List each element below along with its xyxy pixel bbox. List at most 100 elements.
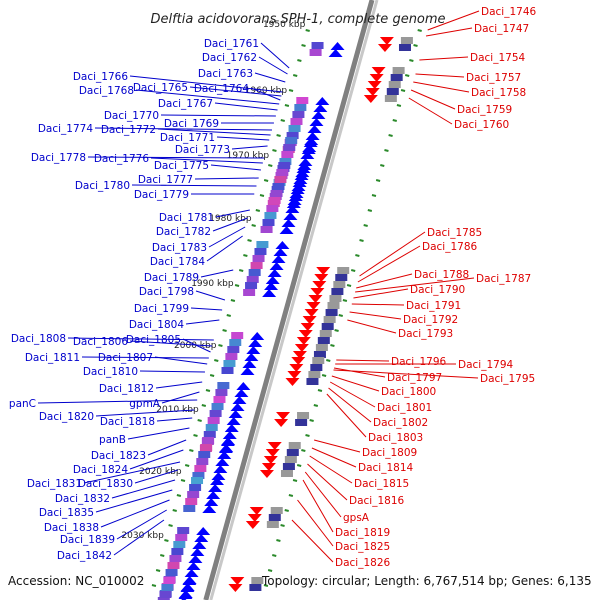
gene-label[interactable]: Daci_1766 [73,71,129,83]
gene-label[interactable]: Daci_1770 [104,110,159,122]
tick-mark [309,419,314,422]
gene-label[interactable]: Daci_1825 [335,541,390,553]
tick-mark [164,539,169,542]
gene-label[interactable]: Daci_1839 [60,534,115,546]
gene-label[interactable]: Daci_1762 [202,52,257,64]
gene-label[interactable]: Daci_1797 [387,372,442,384]
gene-label[interactable]: Daci_1815 [354,478,409,490]
gene-label[interactable]: Daci_1759 [457,104,512,116]
gene-label[interactable]: gpsA [343,512,370,524]
gene-label[interactable]: Daci_1757 [466,72,521,84]
gene-label[interactable]: Daci_1771 [160,132,215,144]
gene-label[interactable]: panB [99,434,126,446]
gene-label[interactable]: Daci_1792 [403,314,458,326]
gene-label[interactable]: Daci_1780 [75,180,130,192]
gene-label[interactable]: Daci_1776 [94,153,150,165]
gene-label[interactable]: Daci_1789 [144,272,199,284]
gene-label[interactable]: Daci_1791 [406,300,461,312]
gene-label[interactable]: Daci_1760 [454,119,509,131]
forward-gene-arrow [211,472,226,480]
gene-label[interactable]: Daci_1820 [39,411,94,423]
gene-label[interactable]: Daci_1816 [349,495,405,507]
forward-gene-block [266,205,279,212]
tick-mark [238,269,244,272]
gene-label[interactable]: Daci_1832 [55,493,110,505]
gene-label[interactable]: Daci_1746 [481,6,537,18]
gene-label[interactable]: Daci_1781 [159,212,214,224]
gene-label[interactable]: Daci_1802 [373,417,428,429]
gene-label[interactable]: Daci_1785 [427,227,482,239]
gene-label[interactable]: Daci_1783 [152,242,207,254]
leader-line [67,337,214,341]
gene-label[interactable]: Daci_1799 [134,303,189,315]
gene-label[interactable]: Daci_1754 [470,52,526,64]
gene-label[interactable]: Daci_1819 [335,527,390,539]
gene-label[interactable]: Daci_1835 [39,507,94,519]
gene-label[interactable]: Daci_1795 [480,373,535,385]
gene-label[interactable]: Daci_1812 [99,383,154,395]
gene-label[interactable]: Daci_1777 [138,174,193,186]
gene-label[interactable]: Daci_1800 [381,386,436,398]
gene-label[interactable]: Daci_1761 [204,38,259,50]
gene-label[interactable]: Daci_1787 [476,273,531,285]
forward-gene-arrow [202,505,217,513]
gene-label[interactable]: Daci_1784 [150,256,206,268]
leader-line [147,439,187,456]
gene-label[interactable]: Daci_1810 [83,366,138,378]
tick-mark [272,554,277,557]
gene-label[interactable]: Daci_1838 [44,522,99,534]
forward-gene-arrow [293,176,308,184]
gene-label[interactable]: Daci_1831 [27,478,82,490]
gene-label[interactable]: Daci_1775 [154,160,209,172]
gene-label[interactable]: Daci_1782 [156,226,211,238]
gene-label[interactable]: Daci_1824 [73,464,129,476]
gene-label[interactable]: Daci_1763 [198,68,253,80]
gene-label[interactable]: Daci_1774 [38,123,94,135]
gene-label[interactable]: panC [9,398,36,410]
gene-label[interactable]: Daci_1823 [91,450,146,462]
leader-line [214,102,278,111]
gene-label[interactable]: Daci_1767 [158,98,213,110]
gene-label[interactable]: gpmA [129,398,161,410]
gene-label[interactable]: Daci_1811 [25,352,80,364]
gene-label[interactable]: Daci_1842 [57,550,112,562]
gene-label[interactable]: Daci_1806 [73,336,129,348]
forward-gene-block [167,562,180,569]
gene-label[interactable]: Daci_1803 [368,432,423,444]
gene-label[interactable]: Daci_1779 [134,189,189,201]
forward-gene-block [177,527,190,534]
forward-gene-arrow [240,367,255,375]
gene-label[interactable]: Daci_1758 [471,87,526,99]
gene-label[interactable]: Daci_1807 [98,352,153,364]
gene-label[interactable]: Daci_1790 [410,284,465,296]
forward-gene-arrow [180,584,195,592]
gene-label[interactable]: Daci_1786 [422,241,478,253]
gene-label[interactable]: Daci_1793 [398,328,453,340]
gene-label[interactable]: Daci_1798 [139,286,194,298]
forward-gene-arrow [232,396,247,404]
gene-label[interactable]: Daci_1773 [175,144,230,156]
gene-label[interactable]: Daci_1794 [458,359,514,371]
gene-label[interactable]: Daci_1778 [31,152,86,164]
gene-label[interactable]: Daci_1804 [129,319,185,331]
gene-label[interactable]: Daci_1747 [474,23,529,35]
gene-label[interactable]: Daci_1818 [100,416,155,428]
forward-gene-block [290,118,303,125]
gene-label[interactable]: Daci_1805 [126,334,181,346]
leader-line [410,89,456,110]
gene-label[interactable]: Daci_1801 [377,402,432,414]
gene-label[interactable]: Daci_1764 [194,83,250,95]
gene-label[interactable]: Daci_1788 [414,269,469,281]
gene-label[interactable]: Daci_1826 [335,557,391,569]
gene-label[interactable]: Daci_1809 [362,447,417,459]
gene-label[interactable]: Daci_1830 [78,478,133,490]
gene-label[interactable]: Daci_1769 [164,118,219,130]
gene-label[interactable]: Daci_1808 [11,333,66,345]
leader-line [212,217,248,232]
gene-label[interactable]: Daci_1796 [391,356,447,368]
gene-label[interactable]: Daci_1768 [79,85,134,97]
gene-label[interactable]: Daci_1765 [133,82,188,94]
forward-gene-arrow [204,498,219,506]
gene-label[interactable]: Daci_1814 [358,462,414,474]
gene-label[interactable]: Daci_1772 [101,124,156,136]
